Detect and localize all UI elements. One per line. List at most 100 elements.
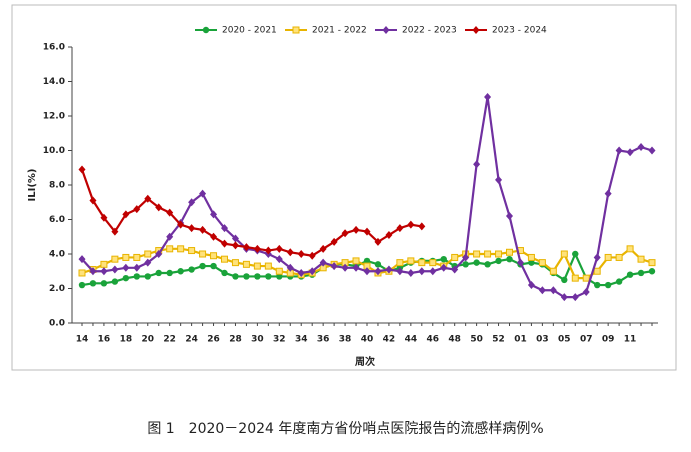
- point: [626, 245, 634, 253]
- point: [202, 26, 210, 34]
- point: [210, 262, 217, 270]
- point: [341, 263, 349, 272]
- point: [188, 266, 195, 273]
- point: [221, 239, 228, 248]
- point: [407, 220, 415, 229]
- point: [330, 262, 338, 271]
- point: [538, 259, 546, 267]
- x-tick-label: 34: [295, 335, 308, 345]
- point: [637, 143, 645, 152]
- point: [308, 267, 316, 276]
- point: [473, 160, 481, 169]
- point: [177, 220, 185, 229]
- point: [615, 278, 623, 285]
- point: [78, 255, 86, 264]
- point: [199, 250, 207, 258]
- point: [396, 259, 404, 267]
- point: [330, 237, 338, 246]
- point: [264, 246, 272, 255]
- point: [89, 196, 97, 205]
- y-tick-label: 2.0: [49, 284, 65, 294]
- point: [297, 250, 305, 258]
- y-tick-label: 0.0: [49, 319, 65, 329]
- point: [166, 208, 174, 217]
- point: [506, 255, 513, 263]
- point: [122, 210, 130, 219]
- point: [133, 273, 141, 280]
- point: [560, 250, 568, 258]
- point: [78, 269, 86, 277]
- point: [382, 26, 390, 34]
- point: [484, 261, 491, 268]
- point: [232, 273, 239, 280]
- point: [100, 213, 108, 222]
- point: [144, 194, 152, 203]
- point: [341, 229, 349, 238]
- point: [177, 268, 184, 275]
- chart: 周次 ILI(%) 0.0 2.0 4.0 6.0 8.0 10.0 12.0 14.0 16.…: [11, 4, 677, 371]
- x-tick-label: 48: [448, 335, 461, 345]
- point: [429, 267, 437, 276]
- point: [166, 245, 174, 253]
- x-tick-label: 07: [580, 335, 593, 345]
- point: [593, 281, 601, 289]
- point: [352, 257, 360, 265]
- y-tick-label: 14.0: [43, 77, 65, 87]
- point: [527, 253, 535, 261]
- point: [527, 281, 535, 290]
- point: [451, 265, 459, 274]
- point: [188, 224, 196, 233]
- point: [265, 273, 272, 280]
- x-tick-label: 16: [98, 335, 111, 345]
- point: [572, 250, 579, 258]
- point: [363, 257, 371, 265]
- point: [286, 263, 294, 272]
- legend-label: 2022 - 2023: [402, 26, 457, 36]
- point: [308, 251, 316, 260]
- point: [111, 255, 119, 263]
- x-tick-label: 32: [273, 335, 286, 345]
- point: [648, 146, 656, 155]
- point: [292, 26, 300, 34]
- x-tick-label: 52: [492, 335, 505, 345]
- x-tick-label: 38: [339, 335, 352, 345]
- x-tick-label: 22: [163, 335, 176, 345]
- point: [648, 268, 656, 275]
- point: [363, 227, 371, 236]
- point: [396, 267, 404, 276]
- point: [495, 250, 503, 258]
- point: [111, 227, 119, 236]
- point: [199, 225, 207, 234]
- x-tick-label: 42: [383, 335, 396, 345]
- point: [604, 189, 612, 198]
- point: [626, 271, 634, 278]
- point: [385, 231, 393, 240]
- point: [418, 259, 426, 267]
- point: [582, 287, 590, 296]
- point: [538, 286, 546, 295]
- point: [242, 243, 250, 252]
- y-tick-label: 8.0: [49, 181, 65, 191]
- point: [166, 269, 173, 277]
- x-tick-label: 28: [229, 335, 242, 345]
- x-tick-label: 11: [624, 335, 637, 345]
- x-tick-label: 18: [120, 335, 133, 345]
- point: [231, 259, 239, 267]
- point: [516, 258, 524, 267]
- point: [407, 268, 415, 277]
- point: [221, 224, 228, 233]
- point: [495, 175, 503, 184]
- x-tick-label: 50: [470, 335, 483, 345]
- y-tick-label: 10.0: [43, 146, 65, 156]
- point: [210, 232, 218, 241]
- point: [582, 274, 590, 282]
- x-axis-label: 周次: [355, 355, 375, 368]
- point: [264, 262, 272, 270]
- y-tick-label: 4.0: [49, 250, 65, 260]
- point: [221, 269, 228, 277]
- point: [144, 258, 152, 267]
- point: [429, 259, 437, 267]
- point: [593, 253, 601, 262]
- point: [78, 281, 86, 289]
- point: [100, 260, 108, 268]
